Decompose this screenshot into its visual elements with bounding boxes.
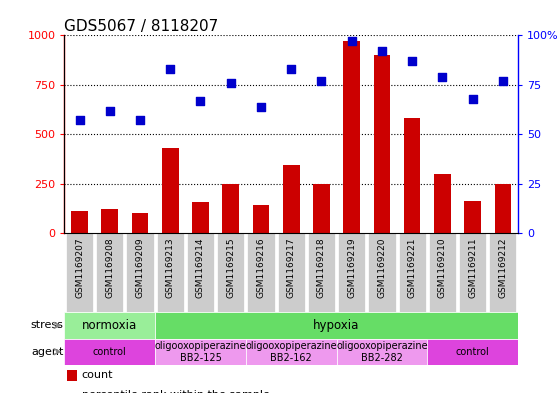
Text: GDS5067 / 8118207: GDS5067 / 8118207	[64, 19, 218, 34]
Text: GSM1169220: GSM1169220	[377, 237, 386, 298]
Text: oligooxopiperazine
BB2-125: oligooxopiperazine BB2-125	[155, 341, 246, 362]
FancyBboxPatch shape	[155, 338, 246, 365]
Text: normoxia: normoxia	[82, 319, 137, 332]
FancyBboxPatch shape	[96, 233, 123, 312]
FancyBboxPatch shape	[489, 233, 516, 312]
Point	[468, 95, 477, 102]
Bar	[404, 118, 421, 233]
Bar	[343, 41, 360, 233]
Bar	[434, 174, 451, 233]
Point	[196, 97, 205, 104]
Point	[105, 107, 114, 114]
Bar	[192, 202, 209, 233]
Text: GSM1169215: GSM1169215	[226, 237, 235, 298]
Text: GSM1169213: GSM1169213	[166, 237, 175, 298]
Text: GSM1169216: GSM1169216	[256, 237, 265, 298]
Text: control: control	[456, 347, 489, 357]
FancyBboxPatch shape	[64, 338, 155, 365]
Text: GSM1169219: GSM1169219	[347, 237, 356, 298]
Bar	[464, 202, 481, 233]
Point	[67, 392, 76, 393]
Text: GSM1169218: GSM1169218	[317, 237, 326, 298]
Point	[408, 58, 417, 64]
Bar	[313, 184, 330, 233]
FancyBboxPatch shape	[308, 233, 335, 312]
Point	[136, 117, 144, 123]
FancyBboxPatch shape	[66, 233, 93, 312]
FancyBboxPatch shape	[459, 233, 486, 312]
Text: GSM1169217: GSM1169217	[287, 237, 296, 298]
FancyBboxPatch shape	[399, 233, 426, 312]
Text: agent: agent	[31, 347, 63, 357]
FancyBboxPatch shape	[427, 338, 518, 365]
Bar	[222, 184, 239, 233]
FancyBboxPatch shape	[187, 233, 214, 312]
Text: hypoxia: hypoxia	[314, 319, 360, 332]
FancyBboxPatch shape	[278, 233, 305, 312]
Bar	[162, 148, 179, 233]
FancyBboxPatch shape	[217, 233, 244, 312]
Text: count: count	[82, 370, 113, 380]
Text: control: control	[93, 347, 127, 357]
Point	[498, 78, 507, 84]
Text: GSM1169212: GSM1169212	[498, 237, 507, 298]
Point	[287, 66, 296, 72]
Text: stress: stress	[31, 320, 63, 331]
Text: GSM1169207: GSM1169207	[75, 237, 84, 298]
Text: GSM1169214: GSM1169214	[196, 237, 205, 298]
FancyBboxPatch shape	[248, 233, 274, 312]
FancyBboxPatch shape	[337, 338, 427, 365]
Text: oligooxopiperazine
BB2-282: oligooxopiperazine BB2-282	[336, 341, 428, 362]
Text: GSM1169221: GSM1169221	[408, 237, 417, 298]
Point	[347, 38, 356, 44]
Point	[166, 66, 175, 72]
Text: GSM1169210: GSM1169210	[438, 237, 447, 298]
Point	[377, 48, 386, 54]
FancyBboxPatch shape	[155, 312, 518, 338]
Bar	[101, 209, 118, 233]
Bar	[374, 55, 390, 233]
Text: GSM1169209: GSM1169209	[136, 237, 144, 298]
Text: oligooxopiperazine
BB2-162: oligooxopiperazine BB2-162	[245, 341, 337, 362]
FancyBboxPatch shape	[127, 233, 153, 312]
Bar	[253, 206, 269, 233]
FancyBboxPatch shape	[157, 233, 184, 312]
Point	[75, 117, 84, 123]
FancyBboxPatch shape	[338, 233, 365, 312]
Bar	[67, 370, 77, 380]
Text: GSM1169211: GSM1169211	[468, 237, 477, 298]
Text: GSM1169208: GSM1169208	[105, 237, 114, 298]
Bar	[132, 213, 148, 233]
FancyBboxPatch shape	[64, 312, 155, 338]
Point	[317, 78, 326, 84]
Bar	[283, 165, 300, 233]
Bar	[494, 184, 511, 233]
Point	[256, 103, 265, 110]
Bar	[71, 211, 88, 233]
FancyBboxPatch shape	[368, 233, 395, 312]
FancyBboxPatch shape	[246, 338, 337, 365]
Point	[226, 80, 235, 86]
Point	[438, 74, 447, 80]
FancyBboxPatch shape	[429, 233, 456, 312]
Text: percentile rank within the sample: percentile rank within the sample	[82, 390, 269, 393]
